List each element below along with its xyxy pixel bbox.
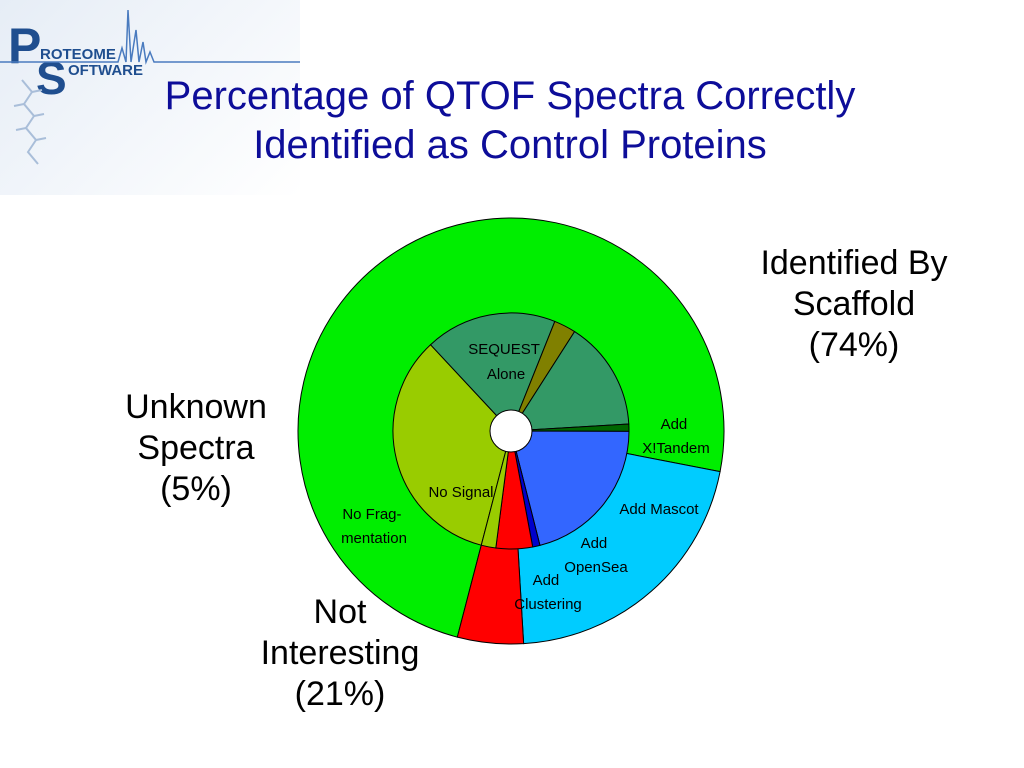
logo-initial-s: S bbox=[36, 52, 67, 104]
inner-slice-add-opensea bbox=[510, 330, 630, 432]
label-add-clustering: Add Clustering bbox=[514, 572, 582, 613]
spectrum-icon bbox=[0, 9, 300, 65]
label-add-mascot: Add Mascot bbox=[619, 501, 699, 518]
title-line-1: Percentage of QTOF Spectra Correctly bbox=[164, 74, 856, 118]
inner-slice-no-signal bbox=[510, 430, 630, 546]
label-unknown-spectra: Unknown Spectra (5%) bbox=[125, 388, 267, 508]
label-sequest-alone: SEQUEST Alone bbox=[468, 341, 544, 383]
inner-slice-remainder bbox=[480, 430, 512, 549]
inner-ring bbox=[392, 312, 630, 550]
label-not-interesting: Not Interesting (21%) bbox=[260, 593, 420, 713]
label-no-fragmentation: No Frag- mentation bbox=[341, 506, 407, 547]
slide-title: Percentage of QTOF Spectra Correctly Ide… bbox=[90, 72, 930, 170]
label-add-xtandem: Add X!Tandem bbox=[642, 416, 710, 457]
label-add-opensea: Add OpenSea bbox=[564, 535, 628, 576]
pie-center-hole bbox=[489, 409, 533, 453]
label-identified-by-scaffold: Identified By Scaffold (74%) bbox=[760, 244, 948, 364]
logo-initial-p: P bbox=[8, 18, 41, 74]
inner-slice-sequest-alone bbox=[392, 343, 512, 546]
logo-graphic: P S ROTEOME OFTWARE bbox=[0, 9, 300, 165]
inner-slice-add-x-tandem bbox=[429, 312, 556, 432]
title-line-2: Identified as Control Proteins bbox=[253, 123, 767, 167]
slice-labels: SEQUEST Alone Add X!Tandem Add Mascot Ad… bbox=[341, 341, 710, 613]
label-no-signal: No Signal bbox=[428, 484, 493, 501]
logo-text-proteome: ROTEOME bbox=[40, 46, 116, 63]
proteome-software-logo: P S ROTEOME OFTWARE bbox=[0, 0, 300, 195]
logo-text-software: OFTWARE bbox=[68, 62, 143, 79]
molecule-icon bbox=[13, 79, 47, 165]
